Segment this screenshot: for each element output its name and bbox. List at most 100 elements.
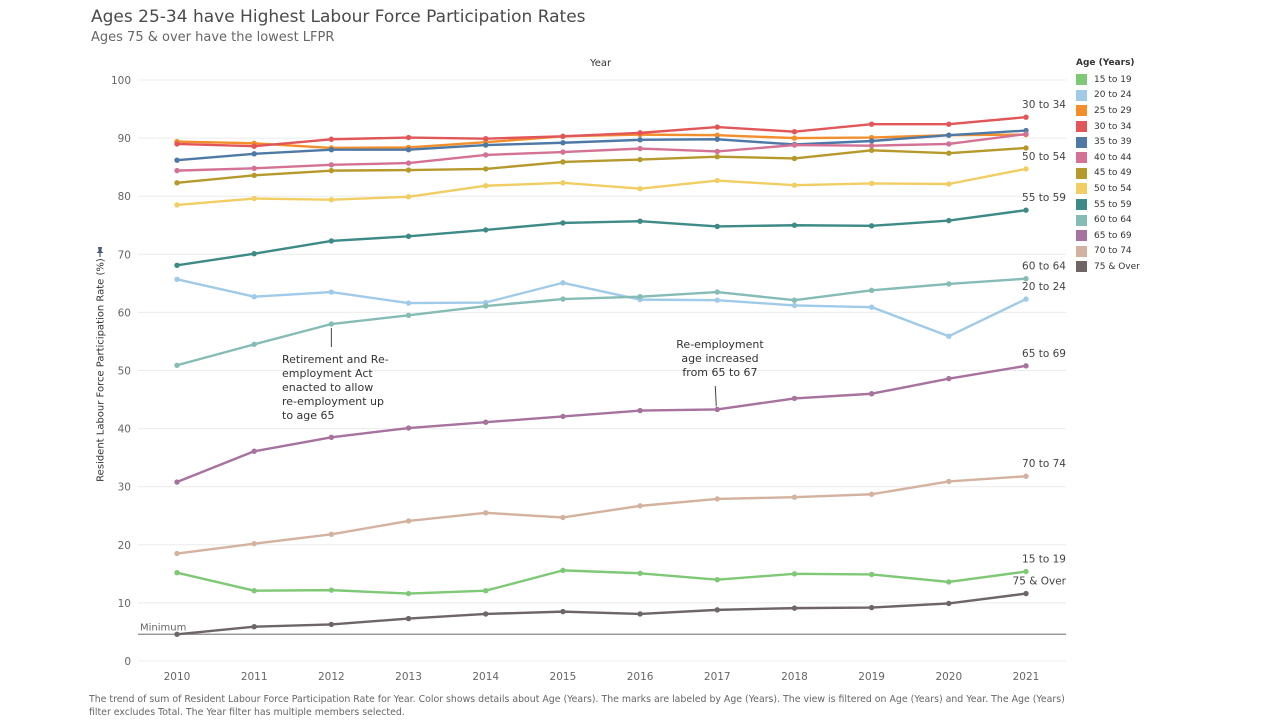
data-point-45-to-49 (946, 150, 952, 156)
data-point-40-to-44 (251, 165, 257, 172)
data-point-60-to-64 (946, 281, 952, 287)
data-point-40-to-44 (791, 142, 798, 148)
x-tick-label: 2016 (627, 671, 654, 683)
footer-caption: The trend of sum of Resident Labour Forc… (89, 694, 1065, 718)
legend-item-20-to-24[interactable]: 20 to 24 (1076, 88, 1140, 104)
y-tick-labels: 0 10 20 30 40 50 60 70 80 90 100 (111, 75, 131, 668)
data-point-70-to-74 (946, 478, 952, 485)
pin-icon[interactable] (94, 243, 106, 262)
legend-swatch (1076, 136, 1087, 148)
data-point-45-to-49 (791, 155, 798, 162)
data-point-45-to-49 (868, 147, 875, 154)
x-tick-label: 2020 (935, 671, 962, 683)
legend-item-30-to-34[interactable]: 30 to 34 (1076, 119, 1140, 135)
legend-item-55-to-59[interactable]: 55 to 59 (1076, 197, 1140, 213)
data-point-40-to-44 (483, 152, 489, 158)
data-point-30-to-34 (946, 121, 952, 127)
x-axis-header: Year (590, 58, 612, 69)
data-point-15-to-19 (483, 587, 489, 594)
data-point-65-to-69 (328, 434, 335, 441)
data-point-60-to-64 (868, 287, 875, 294)
data-point-40-to-44 (1023, 131, 1029, 137)
chart-subtitle: Ages 75 & over have the lowest LFPR (91, 30, 335, 45)
legend-item-35-to-39[interactable]: 35 to 39 (1076, 134, 1140, 150)
series-line-20-to-24 (176, 278, 1027, 338)
legend-item-50-to-54[interactable]: 50 to 54 (1076, 181, 1140, 197)
series-line-60-to-64 (176, 277, 1027, 367)
data-point-20-to-24 (868, 304, 875, 310)
legend-item-40-to-44[interactable]: 40 to 44 (1076, 150, 1140, 166)
data-point-45-to-49 (174, 180, 180, 186)
legend-item-70-to-74[interactable]: 70 to 74 (1076, 244, 1140, 260)
reference-line-label: Minimum (140, 622, 186, 633)
data-point-20-to-24 (251, 294, 257, 300)
legend-item-65-to-69[interactable]: 65 to 69 (1076, 228, 1140, 244)
chart-title: Ages 25-34 have Highest Labour Force Par… (91, 7, 586, 27)
data-point-60-to-64 (328, 321, 335, 327)
data-point-20-to-24 (946, 333, 952, 339)
data-point-70-to-74 (791, 494, 798, 500)
data-point-45-to-49 (483, 166, 489, 172)
data-point-65-to-69 (714, 406, 720, 413)
series-label-70-to-74: 70 to 74 (1022, 458, 1066, 470)
legend-items: 15 to 19 20 to 24 25 to 29 30 to 34 35 to 39… (1076, 72, 1140, 275)
series-line-70-to-74 (176, 475, 1027, 555)
data-point-40-to-44 (714, 148, 720, 155)
data-point-50-to-54 (714, 177, 720, 184)
data-point-25-to-29 (791, 135, 798, 141)
x-tick-label: 2021 (1013, 671, 1040, 683)
data-point-40-to-44 (637, 145, 643, 152)
legend-item-15-to-19[interactable]: 15 to 19 (1076, 72, 1140, 88)
x-tick-label: 2015 (550, 671, 577, 683)
data-point-45-to-49 (560, 159, 566, 165)
data-point-15-to-19 (251, 587, 257, 594)
data-point-65-to-69 (174, 479, 180, 485)
data-point-45-to-49 (1023, 145, 1029, 151)
y-tick-label: 80 (118, 191, 131, 203)
legend: Age (Years) 15 to 19 20 to 24 25 to 29 30 t… (1076, 58, 1140, 275)
data-point-70-to-74 (714, 496, 720, 502)
legend-label: 35 to 39 (1094, 137, 1132, 148)
series-label-50-to-54: 50 to 54 (1022, 151, 1066, 163)
data-point-40-to-44 (560, 149, 566, 155)
y-tick-label: 70 (118, 249, 131, 261)
data-point-75-over (174, 631, 180, 637)
data-point-40-to-44 (868, 142, 875, 149)
series-line-30-to-34 (176, 115, 1027, 148)
data-point-30-to-34 (328, 136, 335, 142)
data-point-60-to-64 (483, 303, 489, 309)
data-point-50-to-54 (637, 185, 643, 192)
data-point-75-over (714, 607, 720, 613)
series-line-15-to-19 (176, 569, 1027, 595)
legend-item-25-to-29[interactable]: 25 to 29 (1076, 103, 1140, 119)
data-point-30-to-34 (1023, 114, 1029, 120)
data-point-15-to-19 (868, 571, 875, 578)
annotation-retirement-act: Retirement and Re-employment Act enacted… (282, 353, 389, 422)
data-point-50-to-54 (251, 195, 257, 202)
y-tick-label: 30 (118, 482, 131, 494)
data-point-15-to-19 (405, 590, 412, 597)
data-point-50-to-54 (560, 180, 566, 186)
legend-item-45-to-49[interactable]: 45 to 49 (1076, 166, 1140, 182)
legend-item-75-over[interactable]: 75 & Over (1076, 259, 1140, 275)
legend-label: 30 to 34 (1094, 121, 1132, 132)
data-point-55-to-59 (714, 223, 720, 230)
legend-swatch (1076, 183, 1087, 195)
y-tick-label: 60 (118, 307, 131, 319)
data-point-55-to-59 (1023, 207, 1029, 213)
series-label-55-to-59: 55 to 59 (1022, 192, 1066, 204)
legend-item-60-to-64[interactable]: 60 to 64 (1076, 212, 1140, 228)
data-point-20-to-24 (560, 280, 566, 286)
data-point-20-to-24 (174, 276, 180, 282)
data-point-65-to-69 (560, 413, 566, 420)
legend-label: 15 to 19 (1094, 74, 1132, 85)
data-point-15-to-19 (560, 567, 566, 574)
data-point-15-to-19 (791, 571, 798, 577)
data-point-25-to-29 (714, 132, 720, 138)
series-lines (174, 114, 1029, 637)
data-point-70-to-74 (560, 514, 566, 521)
minimum-reference-line: Minimum (138, 622, 1066, 635)
series-label-15-to-19: 15 to 19 (1022, 554, 1066, 566)
data-point-65-to-69 (637, 407, 643, 414)
data-point-55-to-59 (791, 222, 798, 228)
